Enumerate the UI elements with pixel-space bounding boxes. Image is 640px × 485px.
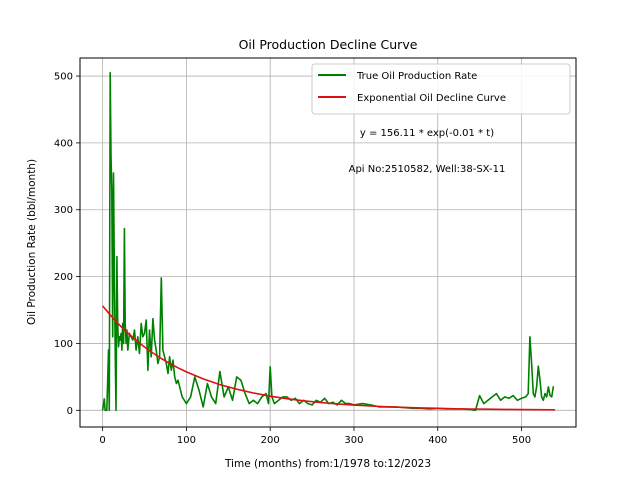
y-tick-label: 400 <box>54 138 73 149</box>
x-tick-label: 300 <box>344 435 363 446</box>
x-tick-label: 0 <box>99 435 105 446</box>
well-annotation: Api No:2510582, Well:38-SX-11 <box>349 164 506 175</box>
y-tick-label: 200 <box>54 272 73 283</box>
y-tick-label: 500 <box>54 72 73 83</box>
x-tick-label: 200 <box>261 435 280 446</box>
legend: True Oil Production Rate Exponential Oil… <box>311 63 571 115</box>
chart-title: Oil Production Decline Curve <box>239 37 418 52</box>
plot-area <box>80 58 576 427</box>
y-tick-label: 300 <box>54 205 73 216</box>
y-tick-label: 0 <box>67 406 73 417</box>
exponential-decline-line <box>101 305 556 411</box>
true-production-line <box>101 71 555 412</box>
equation-annotation: y = 156.11 * exp(-0.01 * t) <box>360 128 494 139</box>
x-tick-label: 500 <box>512 435 531 446</box>
legend-label-exponential: Exponential Oil Decline Curve <box>357 93 506 104</box>
series-layer <box>101 71 556 412</box>
legend-label-true-rate: True Oil Production Rate <box>356 71 477 82</box>
axis-ticks: 0 100 200 300 400 500 0 100 200 300 400 500 <box>54 72 531 446</box>
x-axis-label: Time (months) from:1/1978 to:12/2023 <box>224 458 431 470</box>
legend-box <box>311 63 571 115</box>
x-tick-label: 400 <box>428 435 447 446</box>
x-tick-label: 100 <box>177 435 196 446</box>
axes-frame <box>79 57 577 428</box>
y-axis-label: Oil Production Rate (bbl/month) <box>26 159 38 325</box>
y-tick-label: 100 <box>54 339 73 350</box>
